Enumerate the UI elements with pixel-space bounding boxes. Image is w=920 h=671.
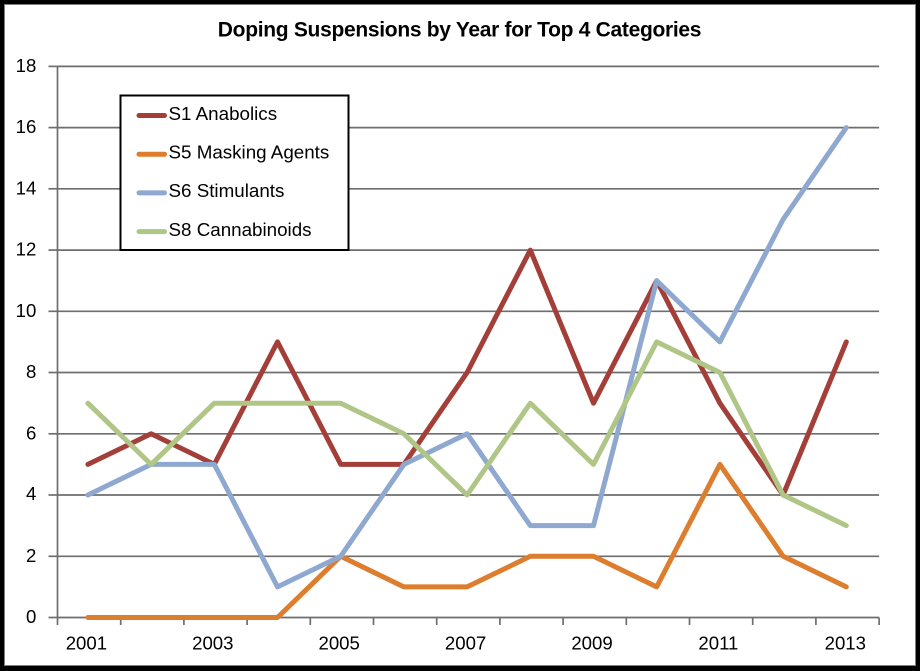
svg-text:S1 Anabolics: S1 Anabolics xyxy=(169,103,278,124)
svg-text:2: 2 xyxy=(26,545,36,566)
svg-text:2007: 2007 xyxy=(445,633,486,654)
svg-text:4: 4 xyxy=(26,483,36,504)
svg-text:18: 18 xyxy=(16,55,37,76)
svg-text:S5 Masking Agents: S5 Masking Agents xyxy=(169,142,330,163)
svg-text:6: 6 xyxy=(26,422,36,443)
svg-text:12: 12 xyxy=(16,239,37,260)
svg-text:14: 14 xyxy=(16,177,37,198)
svg-text:S6 Stimulants: S6 Stimulants xyxy=(169,180,285,201)
svg-text:S8 Cannabinoids: S8 Cannabinoids xyxy=(169,219,312,240)
svg-text:0: 0 xyxy=(26,606,36,627)
svg-text:2001: 2001 xyxy=(66,633,107,654)
svg-text:8: 8 xyxy=(26,361,36,382)
svg-text:Doping Suspensions by Year for: Doping Suspensions by Year for Top 4 Cat… xyxy=(218,19,701,42)
svg-text:2003: 2003 xyxy=(192,633,233,654)
svg-text:2011: 2011 xyxy=(698,633,738,654)
svg-text:2005: 2005 xyxy=(319,633,360,654)
svg-text:2013: 2013 xyxy=(825,633,866,654)
svg-text:10: 10 xyxy=(16,300,37,321)
svg-text:2009: 2009 xyxy=(571,633,612,654)
svg-text:16: 16 xyxy=(16,116,37,137)
